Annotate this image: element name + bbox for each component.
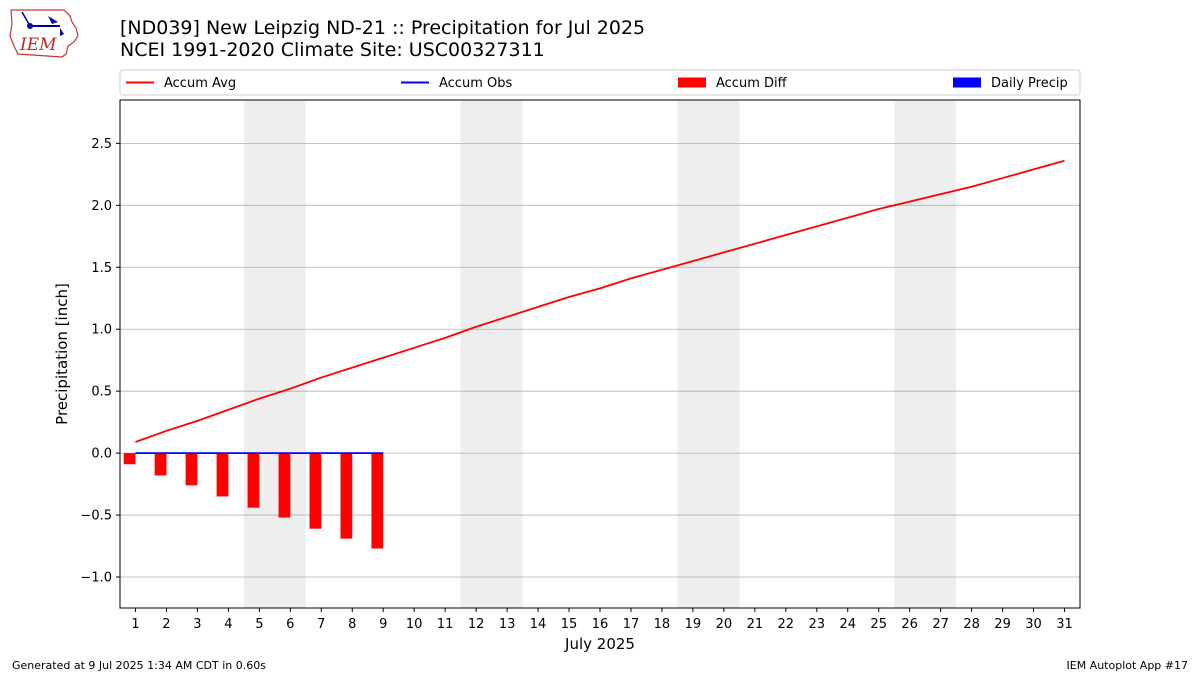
series [123, 159, 1065, 549]
x-tick-label: 3 [193, 617, 201, 632]
footer-app-text: IEM Autoplot App #17 [1066, 659, 1189, 672]
x-tick-label: 5 [255, 617, 263, 632]
chart-subtitle: NCEI 1991-2020 Climate Site: USC00327311 [120, 39, 545, 61]
x-tick-label: 12 [468, 617, 485, 632]
legend-patch-swatch [953, 77, 981, 88]
weekend-band [677, 100, 740, 608]
legend-daily-precip: Daily Precip [953, 76, 1068, 91]
x-tick-label: 24 [839, 617, 856, 632]
x-tick-label: 7 [317, 617, 325, 632]
y-axis-label: Precipitation [inch] [53, 283, 71, 425]
legend-label: Accum Avg [164, 76, 236, 91]
y-tick-label: −0.5 [80, 509, 112, 524]
y-tick-label: 1.5 [91, 261, 112, 276]
accum-diff-bar [216, 453, 229, 497]
y-tick-label: 0.0 [91, 447, 112, 462]
legend-box [119, 69, 1081, 96]
x-tick-label: 1 [131, 617, 139, 632]
x-tick-label: 9 [379, 617, 387, 632]
x-tick-label: 31 [1056, 617, 1073, 632]
accum-diff-bar [154, 453, 167, 476]
legend: Accum Avg Accum Obs Accum Diff Daily Precip [119, 69, 1081, 96]
legend-label: Accum Obs [439, 76, 512, 91]
y-axis-ticks: −1.0 −0.5 0.0 0.5 1.0 1.5 2.0 2.5 [80, 137, 120, 586]
legend-accum-diff: Accum Diff [678, 76, 788, 91]
accum-diff-bar [340, 453, 353, 539]
accum-diff-bar [371, 453, 384, 549]
x-tick-label: 8 [348, 617, 356, 632]
accum-avg-line [135, 159, 1065, 443]
accum-diff-bar [123, 453, 136, 465]
weekend-band [243, 100, 306, 608]
weekend-band [460, 100, 523, 608]
iem-logo: IEM [9, 9, 79, 58]
x-tick-label: 27 [932, 617, 949, 632]
y-tick-label: 2.0 [91, 199, 112, 214]
legend-accum-obs: Accum Obs [401, 76, 512, 91]
x-tick-label: 2 [162, 617, 170, 632]
accum-diff-bar [278, 453, 291, 518]
y-tick-label: 0.5 [91, 385, 112, 400]
x-tick-label: 29 [994, 617, 1011, 632]
legend-label: Accum Diff [716, 76, 788, 91]
x-tick-label: 25 [870, 617, 887, 632]
x-tick-label: 4 [224, 617, 232, 632]
x-tick-label: 13 [499, 617, 516, 632]
x-tick-label: 26 [901, 617, 918, 632]
weekend-band [894, 100, 957, 608]
x-tick-label: 17 [623, 617, 640, 632]
x-tick-label: 30 [1025, 617, 1042, 632]
y-tick-label: 2.5 [91, 137, 112, 152]
x-tick-label: 15 [561, 617, 578, 632]
x-tick-label: 11 [437, 617, 454, 632]
footer-generated-text: Generated at 9 Jul 2025 1:34 AM CDT in 0… [12, 659, 266, 672]
x-tick-label: 21 [747, 617, 764, 632]
legend-label: Daily Precip [991, 76, 1068, 91]
x-tick-label: 28 [963, 617, 980, 632]
x-tick-label: 22 [778, 617, 795, 632]
x-tick-label: 18 [654, 617, 671, 632]
x-tick-label: 19 [685, 617, 702, 632]
weekend-bands [243, 100, 957, 608]
x-tick-label: 6 [286, 617, 294, 632]
y-tick-label: −1.0 [80, 571, 112, 586]
chart-title: [ND039] New Leipzig ND-21 :: Precipitati… [120, 17, 646, 39]
legend-accum-avg: Accum Avg [126, 76, 236, 91]
y-tick-label: 1.0 [91, 323, 112, 338]
x-tick-label: 20 [716, 617, 733, 632]
x-axis-ticks: 1 2 3 4 5 6 7 8 9 10 11 12 13 14 15 16 17 18 19 20 21 22 23 24 2… [131, 608, 1073, 632]
x-tick-label: 23 [809, 617, 826, 632]
svg-text:IEM: IEM [19, 35, 57, 55]
legend-patch-swatch [678, 77, 706, 88]
accum-diff-bar [185, 453, 198, 486]
x-axis-label: July 2025 [564, 635, 635, 653]
x-tick-label: 14 [530, 617, 547, 632]
x-tick-label: 16 [592, 617, 609, 632]
accum-diff-bar [247, 453, 260, 508]
x-tick-label: 10 [406, 617, 423, 632]
accum-diff-bar [309, 453, 322, 529]
